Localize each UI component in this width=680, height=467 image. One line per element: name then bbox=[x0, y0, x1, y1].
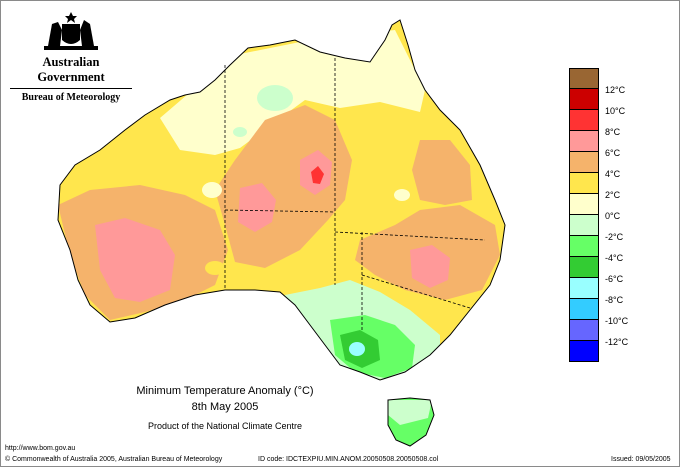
zone-west-cool-pocket bbox=[205, 261, 225, 275]
legend-swatch bbox=[569, 194, 599, 215]
legend-label: -6°C bbox=[605, 274, 624, 284]
footer-issued: Issued: 09/05/2005 bbox=[611, 456, 671, 463]
zone-wa-mild bbox=[202, 182, 222, 198]
footer-id-code: ID code: IDCTEXPIU.MIN.ANOM.20050508.200… bbox=[258, 456, 439, 463]
map-date: 8th May 2005 bbox=[191, 401, 259, 413]
legend-label: 2°C bbox=[605, 190, 621, 200]
legend-label: 8°C bbox=[605, 127, 621, 137]
legend-swatch bbox=[569, 89, 599, 110]
legend-swatch bbox=[569, 257, 599, 278]
map-credit: Product of the National Climate Centre bbox=[147, 421, 303, 431]
legend-swatch bbox=[569, 299, 599, 320]
legend-swatch bbox=[569, 341, 599, 362]
bureau-name: Bureau of Meteorology bbox=[21, 92, 121, 103]
legend-swatch bbox=[569, 278, 599, 299]
legend-label: -4°C bbox=[605, 253, 624, 263]
footer-url[interactable]: http://www.bom.gov.au bbox=[5, 445, 76, 452]
color-legend bbox=[569, 68, 599, 362]
legend-label: -12°C bbox=[605, 337, 629, 347]
zone-north-cool-pocket bbox=[257, 85, 293, 111]
map-title: Minimum Temperature Anomaly (°C) bbox=[136, 385, 314, 397]
legend-swatch bbox=[569, 236, 599, 257]
zone-qld-mild bbox=[394, 189, 410, 201]
legend-swatch bbox=[569, 173, 599, 194]
legend-swatch bbox=[569, 131, 599, 152]
legend-label: 10°C bbox=[605, 106, 626, 116]
zone-west-hot bbox=[95, 218, 175, 302]
legend-label: -2°C bbox=[605, 232, 624, 242]
zone-vic-coldest bbox=[349, 342, 365, 356]
zone-east-hot bbox=[410, 245, 450, 288]
government-logo: Australian Government Bureau of Meteorol… bbox=[10, 10, 132, 103]
legend-label: 0°C bbox=[605, 211, 621, 221]
state-borders bbox=[224, 58, 486, 330]
zone-northern-cool bbox=[160, 30, 425, 155]
zone-kimberley-cool bbox=[233, 127, 247, 137]
legend-label: 4°C bbox=[605, 169, 621, 179]
legend-swatch bbox=[569, 152, 599, 173]
government-name: Australian Government bbox=[10, 55, 132, 89]
footer-copyright: © Commonwealth of Australia 2005, Austra… bbox=[5, 456, 223, 463]
zone-central-hot bbox=[238, 183, 276, 232]
legend-label: 6°C bbox=[605, 148, 621, 158]
legend-swatch bbox=[569, 68, 599, 89]
legend-swatch bbox=[569, 320, 599, 341]
legend-label: -10°C bbox=[605, 316, 629, 326]
legend-label: -8°C bbox=[605, 295, 624, 305]
legend-label: 12°C bbox=[605, 85, 626, 95]
legend-swatch bbox=[569, 110, 599, 131]
zone-qld-warm bbox=[412, 140, 472, 205]
coastlines bbox=[57, 19, 506, 447]
legend-swatch bbox=[569, 215, 599, 236]
coat-of-arms-icon bbox=[44, 12, 98, 50]
zone-nt-peak bbox=[311, 166, 324, 184]
